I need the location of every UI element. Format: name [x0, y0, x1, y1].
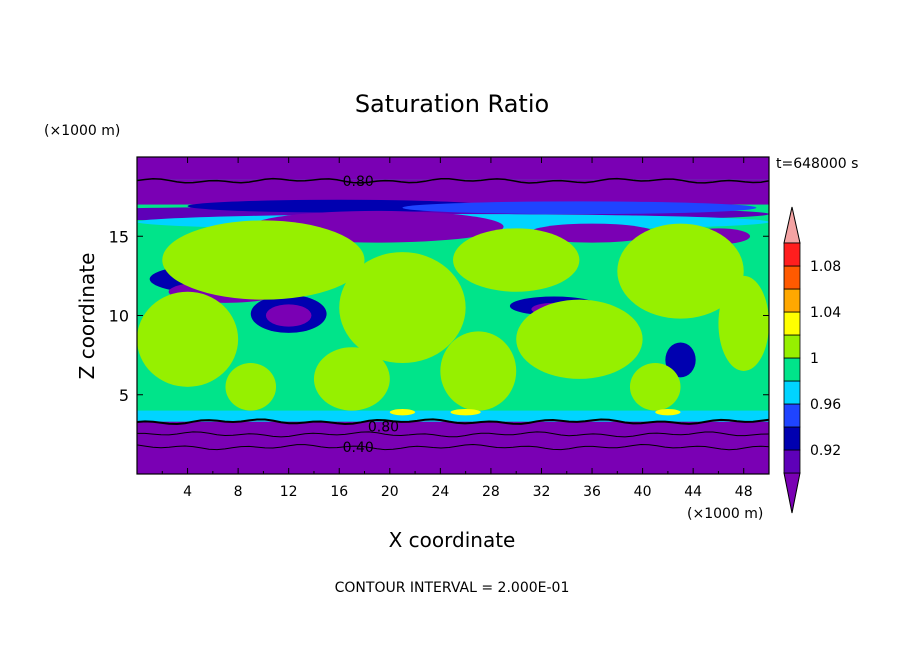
- x-tick-label-48: 48: [735, 484, 753, 500]
- colorbar-swatch-2: [783, 403, 801, 428]
- field-region-19: [516, 299, 643, 379]
- x-tick-label-20: 20: [381, 484, 399, 500]
- field-region-14: [162, 220, 365, 300]
- contour-label-2: 0.40: [343, 440, 374, 456]
- field-region-26: [450, 409, 481, 416]
- field-region-21: [313, 347, 390, 411]
- field-region-20: [718, 275, 769, 371]
- y-tick-label-5: 5: [119, 386, 129, 405]
- field-region-10: [265, 304, 312, 327]
- colorbar-swatch-0: [783, 449, 801, 474]
- contour-label-0: 0.80: [343, 174, 374, 190]
- contour-interval-note: CONTOUR INTERVAL = 2.000E-01: [335, 580, 570, 596]
- y-tick-label-15: 15: [109, 227, 129, 246]
- colorbar-label-4: 1.08: [810, 259, 841, 275]
- colorbar-swatch-3: [783, 380, 801, 405]
- time-label: t=648000 s: [776, 156, 858, 172]
- x-axis-label: X coordinate: [389, 528, 516, 552]
- x-tick-label-24: 24: [431, 484, 449, 500]
- x-tick-label-12: 12: [280, 484, 298, 500]
- x-tick-label-16: 16: [330, 484, 348, 500]
- colorbar: 0.92 0.96 1 1.04 1.08: [783, 206, 841, 514]
- y-axis-label: Z coordinate: [75, 253, 99, 380]
- colorbar-under-triangle: [783, 472, 801, 514]
- x-tick-label-28: 28: [482, 484, 500, 500]
- y-tick-label-10: 10: [109, 307, 129, 326]
- field-region-24: [629, 363, 681, 411]
- x-tick-label-36: 36: [583, 484, 601, 500]
- y-unit-label: (×1000 m): [44, 123, 120, 139]
- x-axis-ticks: 4 8 12 16 20 24 28 32 36 40 44 48: [161, 157, 753, 500]
- colorbar-label-3: 1.04: [810, 305, 841, 321]
- field-region-27: [655, 409, 681, 416]
- contour-line-1: [137, 418, 769, 426]
- field-region-15: [453, 228, 580, 292]
- field-region-25: [389, 409, 416, 416]
- x-tick-label-8: 8: [234, 484, 243, 500]
- contour-line-0: [137, 177, 769, 184]
- colorbar-label-0: 0.92: [810, 443, 841, 459]
- x-tick-label-44: 44: [684, 484, 702, 500]
- field-region-23: [225, 363, 277, 411]
- contour-line-2: [137, 431, 769, 438]
- colorbar-swatch-5: [783, 334, 801, 359]
- x-tick-label-32: 32: [533, 484, 551, 500]
- field-region-22: [440, 331, 517, 411]
- field-band-3: [137, 421, 769, 474]
- contour-lines: [137, 177, 769, 451]
- field-region-17: [339, 252, 466, 364]
- field-region-18: [137, 291, 239, 387]
- field-band-0: [137, 157, 769, 180]
- contour-line-3: [137, 443, 769, 451]
- colorbar-swatch-8: [783, 265, 801, 290]
- colorbar-label-2: 1: [810, 351, 819, 367]
- contour-labels: 0.80 0.80 0.40: [343, 174, 399, 456]
- field-band-1: [137, 179, 769, 205]
- x-tick-label-40: 40: [634, 484, 652, 500]
- x-unit-label: (×1000 m): [687, 506, 763, 522]
- field-region-2: [402, 201, 757, 215]
- saturation-field: [137, 157, 769, 474]
- colorbar-over-triangle: [783, 206, 801, 244]
- colorbar-label-1: 0.96: [810, 397, 841, 413]
- colorbar-swatch-9: [783, 242, 801, 267]
- chart-title: Saturation Ratio: [355, 90, 549, 118]
- colorbar-swatch-6: [783, 311, 801, 336]
- colorbar-swatch-7: [783, 288, 801, 313]
- y-axis-ticks: 5 10 15: [109, 227, 769, 405]
- colorbar-swatch-1: [783, 426, 801, 451]
- colorbar-swatch-4: [783, 357, 801, 382]
- contour-label-1: 0.80: [368, 419, 399, 435]
- x-tick-label-4: 4: [183, 484, 192, 500]
- field-band-2: [137, 410, 769, 422]
- field-region-13: [665, 342, 696, 378]
- field-region-16: [617, 223, 744, 319]
